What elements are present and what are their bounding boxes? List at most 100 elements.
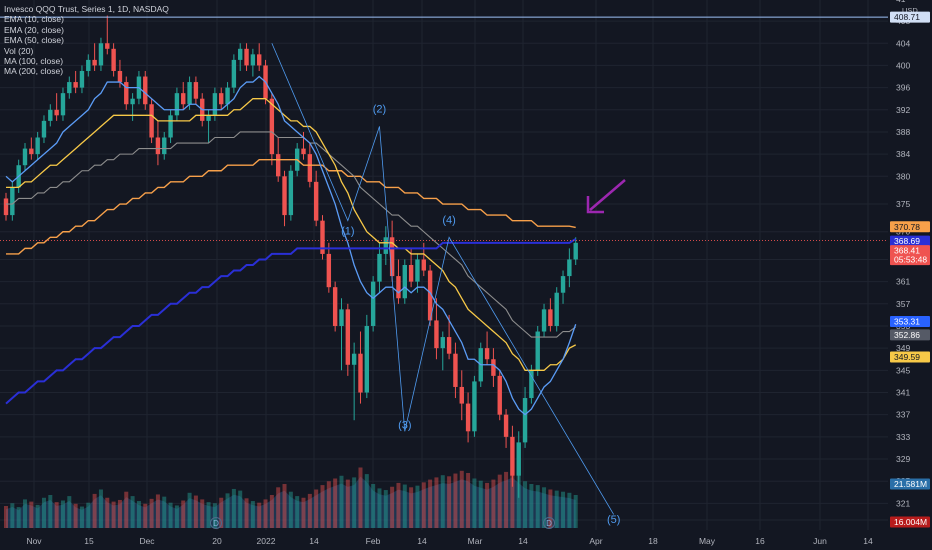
volume-bar (238, 490, 243, 528)
volume-bar (155, 494, 160, 528)
dividend-marker (543, 517, 555, 529)
legend-ema50[interactable]: EMA (50, close) (4, 35, 64, 46)
candle-body (238, 48, 243, 60)
ema10-price-label: 353.31 (894, 317, 920, 327)
ma100-price-label-bg (890, 235, 930, 247)
candle-body (162, 137, 167, 155)
volume-bar (345, 479, 350, 528)
volume-bar (421, 482, 426, 528)
candle-body (10, 187, 15, 216)
volume-bar (497, 474, 502, 528)
candle-body (529, 370, 534, 399)
volume-ma-label-bg (890, 516, 930, 528)
volume-bar (358, 467, 363, 528)
price-tick: 333 (896, 432, 910, 442)
ema20-price-label-bg (890, 329, 930, 341)
volume-bar (529, 484, 534, 528)
candle-body (459, 386, 464, 404)
candle-body (541, 309, 547, 332)
dividend-marker-label: D (546, 519, 552, 528)
candle-body (497, 375, 502, 415)
legend-ema10[interactable]: EMA (10, close) (4, 14, 64, 25)
time-tick: Jun (813, 536, 827, 546)
volume-bar (352, 477, 357, 528)
price-tick: 380 (896, 171, 910, 181)
candle-body (307, 154, 313, 182)
volume-bar (491, 479, 496, 528)
candle-body (440, 337, 445, 349)
legend-volume[interactable]: Vol (20) (4, 45, 34, 56)
volume-bar (396, 482, 401, 528)
volume-bar (193, 495, 198, 528)
ema50-line (6, 131, 577, 338)
candle-body (364, 325, 370, 393)
candle-body (282, 176, 287, 216)
volume-bar (383, 490, 388, 528)
volume-bar (257, 502, 262, 528)
legend-ema20[interactable]: EMA (20, close) (4, 24, 64, 35)
price-tick: 345 (896, 365, 910, 375)
price-tick: 341 (896, 388, 910, 398)
volume-bar (79, 506, 84, 528)
candle-body (244, 48, 249, 66)
volume-bar (130, 496, 135, 528)
legend-ma100[interactable]: MA (100, close) (4, 56, 64, 67)
volume-bars (4, 467, 578, 528)
time-tick: 14 (417, 536, 427, 546)
time-tick: May (699, 536, 716, 546)
candlesticks (3, 15, 578, 498)
candle-body (174, 93, 180, 116)
price-axis-bg (888, 0, 932, 550)
volume-bar (516, 475, 521, 528)
candle-body (313, 181, 319, 221)
candle-body (111, 48, 116, 71)
wave-label: (4) (442, 214, 455, 226)
ema10-price-label-bg (890, 316, 930, 328)
volume-ma-label: 16.004M (894, 517, 927, 527)
time-axis[interactable]: Nov 15 Dec 20 2022 14 Feb 14 Mar 14 Apr 18 May 16 Jun 1… (0, 530, 932, 550)
elliott-wave-line (271, 43, 615, 515)
candle-body (453, 353, 458, 387)
volume-bar (48, 495, 53, 528)
volume-bar (73, 503, 78, 528)
volume-bar (54, 502, 59, 528)
volume-bar (377, 488, 382, 528)
volume-bar (105, 497, 110, 528)
symbol-title[interactable]: Invesco QQQ Trust, Series 1, 1D, NASDAQ (4, 4, 169, 14)
candle-body (535, 331, 540, 371)
time-tick: 14 (309, 536, 319, 546)
candle-body (421, 259, 426, 271)
time-tick: Feb (366, 536, 381, 546)
candle-body (465, 403, 471, 432)
volume-bar (573, 495, 578, 528)
candle-body (22, 148, 28, 166)
hline-price-label: 408.71 (894, 12, 920, 22)
indicator-lines (5, 75, 577, 416)
candle-body (143, 76, 148, 105)
candle-body (383, 237, 388, 254)
volume-bar (478, 480, 483, 528)
volume-bar (295, 496, 300, 528)
volume-bar (504, 471, 509, 528)
volume-bar (92, 493, 97, 528)
candle-body (92, 59, 97, 66)
volume-bar (111, 501, 116, 528)
price-tick: 384 (896, 149, 910, 159)
legend-ma200[interactable]: MA (200, close) (4, 66, 64, 77)
wave-label: (2) (373, 103, 386, 115)
volume-bar (434, 477, 439, 528)
volume-bar (333, 478, 338, 528)
price-tick: 337 (896, 410, 910, 420)
volume-bar (276, 487, 281, 528)
candle-body (86, 59, 91, 71)
candle-body (219, 93, 224, 105)
volume-bar (29, 501, 34, 528)
time-tick: Mar (468, 536, 483, 546)
candle-body (548, 309, 553, 326)
volume-bar (415, 485, 420, 528)
price-axis[interactable]: USD3183213253293333373413453493533573613… (888, 0, 932, 550)
candle-body (446, 337, 452, 354)
volume-bar (326, 481, 331, 528)
volume-ma-area (6, 476, 576, 528)
